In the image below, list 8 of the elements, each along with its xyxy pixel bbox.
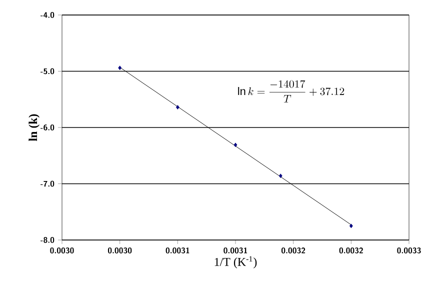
annotation: $\ln k = \frac{-14017}{T} + 37.12$	[238, 80, 344, 102]
y-axis-title: ln (k)	[28, 114, 40, 142]
point	[234, 142, 238, 148]
x-axis-title: 1/T (K$^{-1}$)	[214, 256, 257, 268]
point	[349, 224, 353, 228]
point	[278, 174, 282, 178]
point	[176, 105, 180, 110]
point	[118, 66, 122, 70]
